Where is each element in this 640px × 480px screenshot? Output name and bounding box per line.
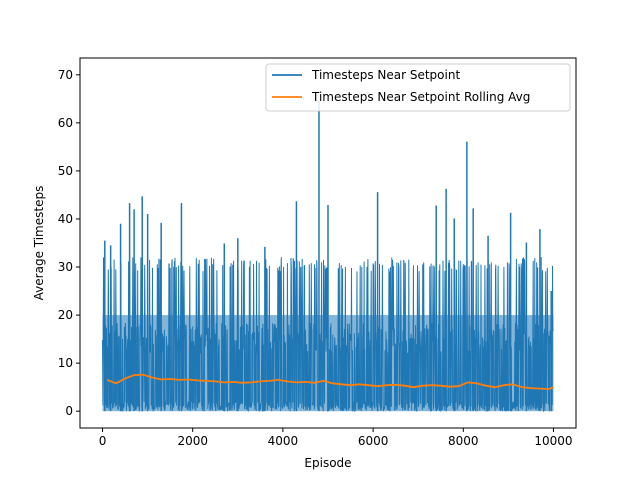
x-tick-label: 10000 <box>534 434 572 448</box>
x-tick-label: 0 <box>99 434 107 448</box>
y-tick-label: 40 <box>58 212 73 226</box>
axes-frame <box>79 57 577 429</box>
y-tick-label: 60 <box>58 116 73 130</box>
y-tick-label: 50 <box>58 164 73 178</box>
legend: Timesteps Near Setpoint Timesteps Near S… <box>265 63 571 112</box>
y-tick-label: 0 <box>65 404 73 418</box>
x-axis-label: Episode <box>304 456 351 470</box>
y-axis: 0 10 20 30 40 50 60 70 <box>58 68 80 418</box>
x-tick-label: 4000 <box>268 434 299 448</box>
legend-label-timesteps: Timesteps Near Setpoint <box>311 68 460 82</box>
y-axis-label: Average Timesteps <box>32 186 46 301</box>
x-tick-label: 2000 <box>177 434 208 448</box>
legend-label-rolling-avg: Timesteps Near Setpoint Rolling Avg <box>311 90 530 104</box>
x-tick-label: 8000 <box>448 434 479 448</box>
y-tick-label: 70 <box>58 68 73 82</box>
plot-area <box>102 100 554 412</box>
y-tick-label: 10 <box>58 356 73 370</box>
y-tick-label: 20 <box>58 308 73 322</box>
x-tick-label: 6000 <box>358 434 389 448</box>
y-tick-label: 30 <box>58 260 73 274</box>
rolling-avg-line <box>106 373 554 390</box>
x-axis: 0 2000 4000 6000 8000 10000 <box>99 428 573 448</box>
legend-box <box>265 63 571 112</box>
